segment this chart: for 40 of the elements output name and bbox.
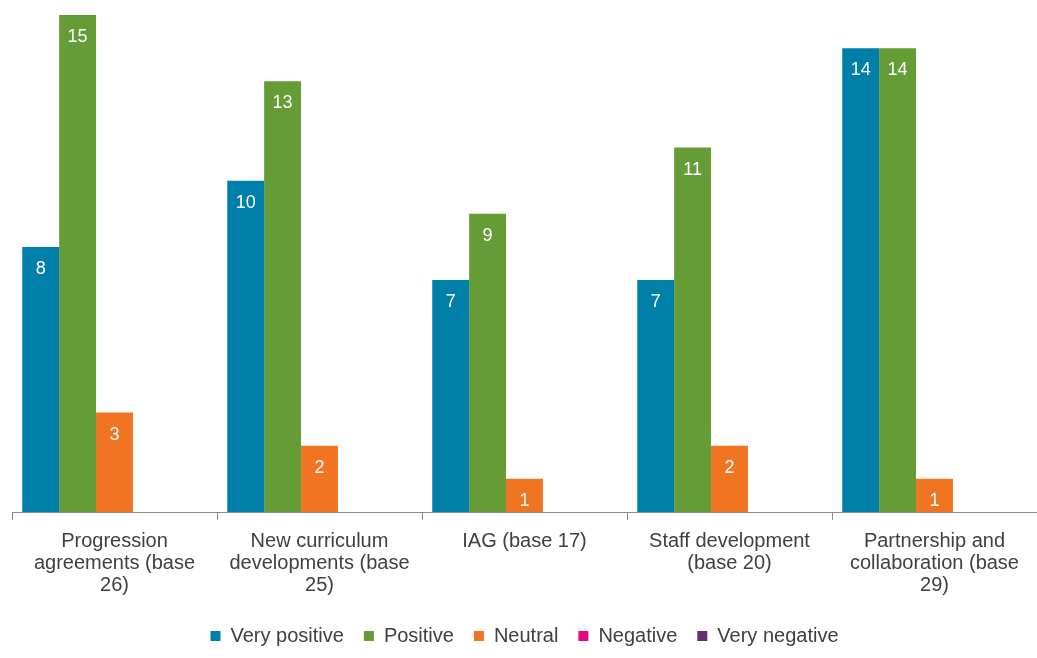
bar (22, 246, 60, 512)
data-label: 10 (235, 191, 256, 212)
bar (301, 445, 338, 512)
data-label: 15 (67, 25, 88, 46)
data-label: 14 (850, 59, 871, 80)
legend-label: Negative (598, 623, 678, 646)
bar (637, 280, 675, 512)
bar (674, 147, 712, 512)
x-tick-label: New curriculum developments (base 25) (229, 528, 410, 595)
bar (227, 180, 265, 512)
x-tick-label: IAG (base 17) (462, 528, 587, 551)
bar (879, 48, 917, 512)
data-label: 13 (272, 92, 293, 113)
x-tick-label: Partnership and collaboration (base 29) (850, 528, 1019, 595)
bar (842, 48, 880, 512)
x-tick-label: Staff development (base 20) (649, 528, 811, 573)
data-label: 2 (314, 456, 325, 477)
bar (96, 412, 133, 512)
bar (264, 81, 302, 512)
data-label: 8 (35, 257, 46, 278)
data-label: 3 (109, 423, 120, 444)
data-label: 2 (724, 456, 735, 477)
bar (469, 213, 507, 512)
data-label: 1 (929, 489, 940, 510)
bar (711, 445, 748, 512)
data-label: 14 (887, 59, 908, 80)
bar (506, 478, 543, 512)
data-label: 1 (519, 489, 530, 510)
legend-label: Neutral (493, 623, 559, 646)
data-label: 9 (482, 224, 493, 245)
x-tick-label: Progression agreements (base 26) (33, 528, 196, 595)
data-label: 7 (445, 291, 456, 312)
bar (916, 478, 953, 512)
legend-label: Very positive (230, 623, 344, 646)
bar (432, 280, 470, 512)
legend-label: Positive (383, 623, 454, 646)
data-label: 7 (650, 291, 661, 312)
data-label: 11 (683, 158, 702, 179)
legend-label: Very negative (717, 623, 839, 646)
bar (59, 15, 97, 512)
